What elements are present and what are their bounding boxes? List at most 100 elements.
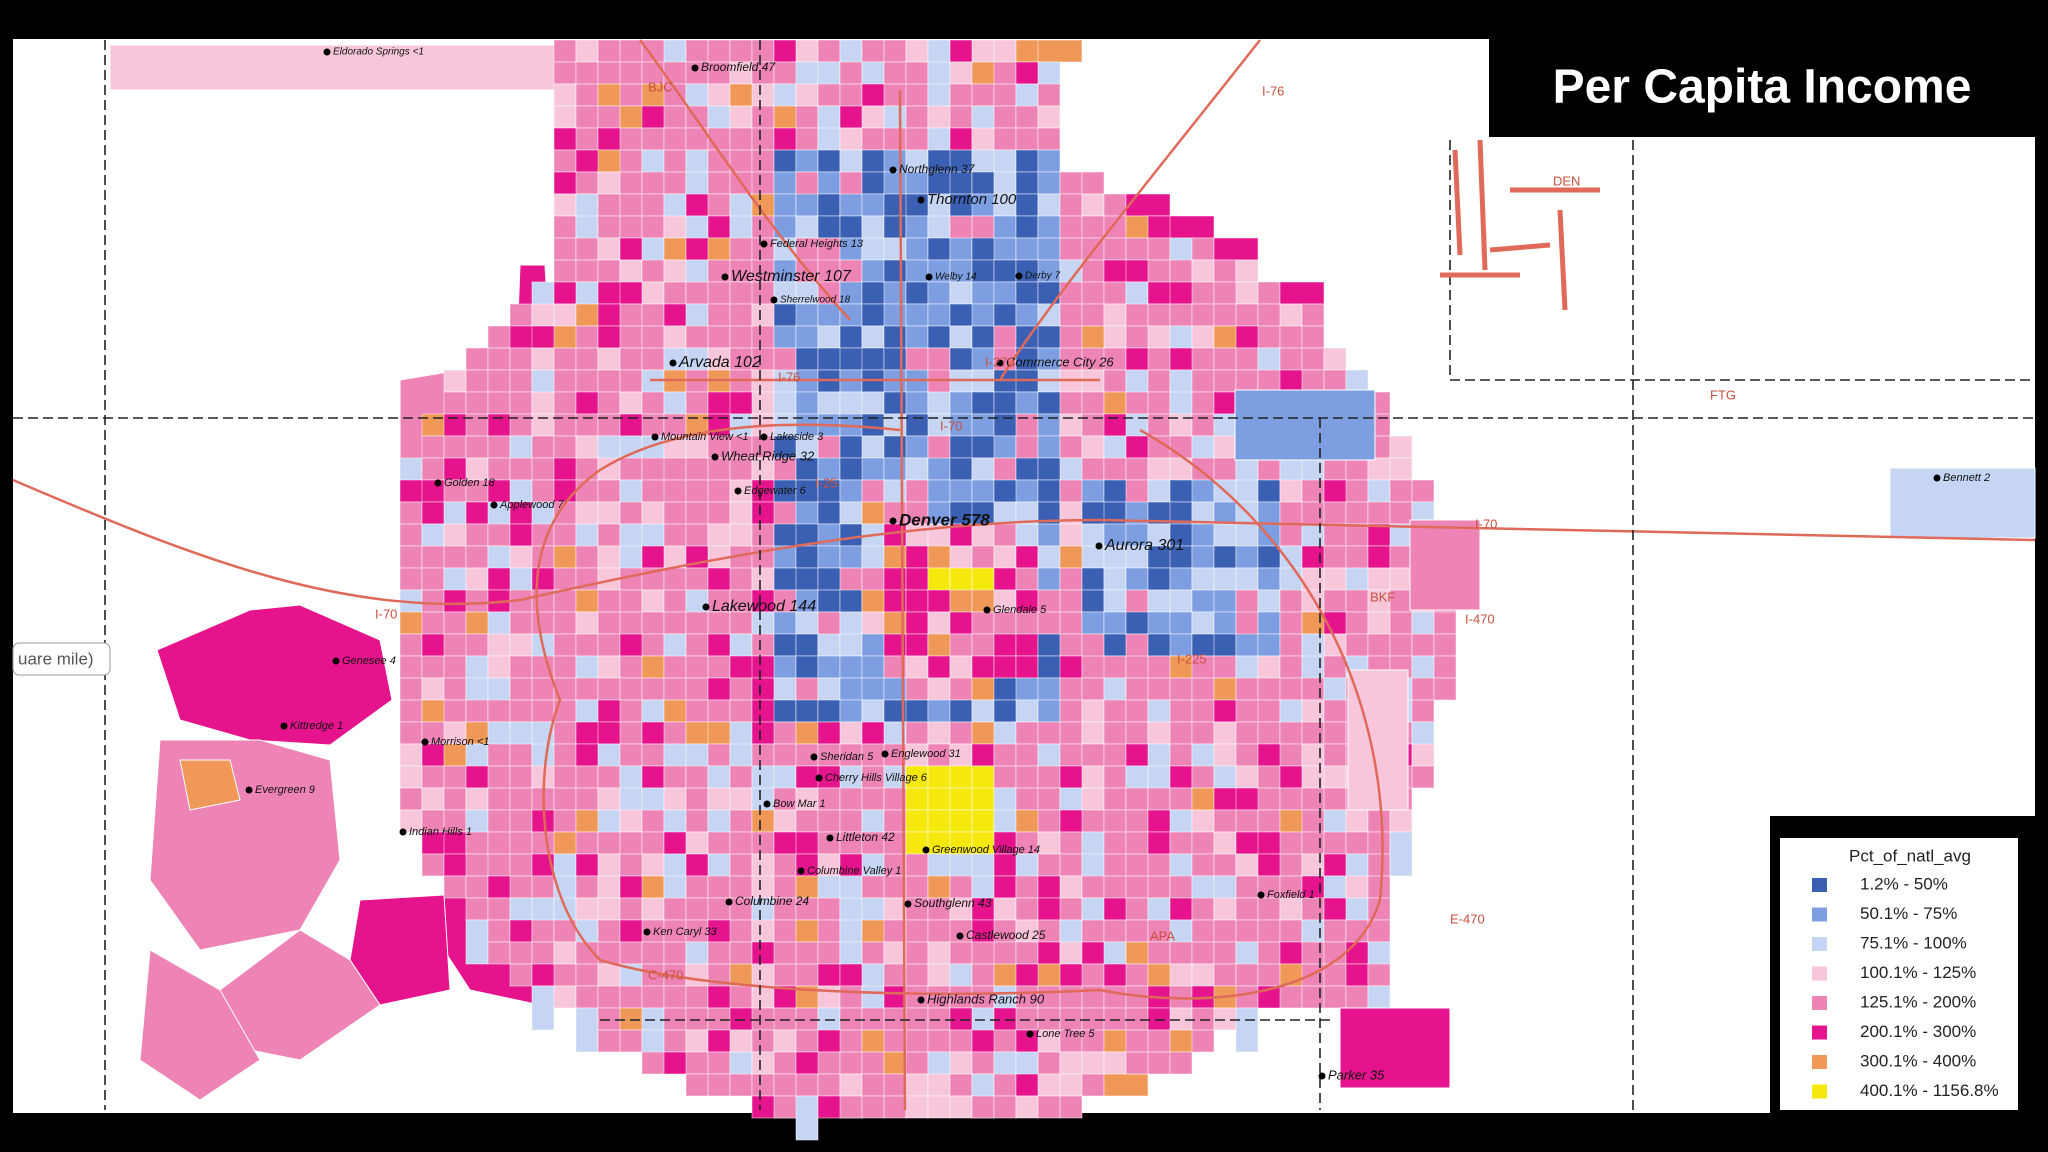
tract <box>1037 1095 1061 1119</box>
tract <box>773 809 797 833</box>
tract <box>509 677 533 701</box>
road-label: I-225 <box>1177 651 1207 666</box>
tract <box>1345 985 1369 1009</box>
tract <box>619 941 643 965</box>
tract <box>1037 677 1061 701</box>
tract <box>1103 721 1127 745</box>
tract <box>795 699 819 723</box>
tract <box>487 347 511 371</box>
legend-swatch <box>1812 996 1827 1010</box>
tract <box>1125 391 1149 415</box>
tract <box>861 787 885 811</box>
tract <box>795 215 819 239</box>
tract <box>949 611 973 635</box>
tract <box>1103 457 1127 481</box>
road-label: E-470 <box>1450 911 1485 926</box>
tract <box>531 457 555 481</box>
tract <box>1213 457 1237 481</box>
tract <box>1411 699 1435 723</box>
tract <box>817 545 841 569</box>
tract <box>1433 611 1457 635</box>
tract <box>509 457 533 481</box>
tract <box>663 1029 687 1053</box>
place-label: Littleton 42 <box>836 830 895 844</box>
tract <box>575 545 599 569</box>
tract <box>949 809 973 833</box>
tract <box>817 809 841 833</box>
tract <box>1059 567 1083 591</box>
tract <box>839 215 863 239</box>
tract <box>773 1051 797 1075</box>
tract <box>1081 963 1105 987</box>
tract <box>1147 567 1171 591</box>
tract <box>1015 655 1039 679</box>
tract <box>1213 303 1237 327</box>
tract <box>619 149 643 173</box>
tract <box>751 633 775 657</box>
tract <box>751 325 775 349</box>
tract <box>1015 875 1039 899</box>
tract <box>861 435 885 459</box>
legend-swatch <box>1812 907 1827 922</box>
tract <box>729 765 753 789</box>
tract <box>685 501 709 525</box>
runway <box>1452 149 1463 256</box>
tract <box>1235 259 1259 283</box>
tract <box>993 149 1017 173</box>
tract <box>509 875 533 899</box>
tract <box>1367 611 1391 635</box>
tract <box>795 655 819 679</box>
tract <box>949 875 973 899</box>
tract <box>707 1007 731 1031</box>
tract <box>685 963 709 987</box>
tract <box>597 655 621 679</box>
tract <box>1235 853 1259 877</box>
tract <box>597 105 621 129</box>
legend-swatch <box>1812 1025 1827 1040</box>
place-label: Welby 14 <box>935 272 977 283</box>
tract <box>1015 633 1039 657</box>
tract <box>1433 655 1457 679</box>
tract <box>1191 897 1215 921</box>
tract <box>1191 1007 1215 1031</box>
tract <box>861 1007 885 1031</box>
place-label: Applewood 7 <box>499 499 564 511</box>
tract <box>553 149 577 173</box>
place-label: Glendale 5 <box>993 604 1047 616</box>
tract <box>729 149 753 173</box>
tract <box>1059 831 1083 855</box>
tract <box>1037 809 1061 833</box>
tract <box>949 61 973 85</box>
tract <box>641 743 665 767</box>
tract <box>1191 963 1215 987</box>
tract <box>1037 127 1061 151</box>
tract <box>575 259 599 283</box>
tract <box>685 809 709 833</box>
tract <box>949 391 973 415</box>
tract <box>949 721 973 745</box>
place-label: Lakeside 3 <box>770 431 824 443</box>
tract <box>861 457 885 481</box>
tract <box>575 875 599 899</box>
tract <box>1191 479 1215 503</box>
tract <box>927 479 951 503</box>
tract <box>553 809 577 833</box>
tract <box>575 677 599 701</box>
tract <box>1037 171 1061 195</box>
place-label: Indian Hills 1 <box>409 826 472 838</box>
tract <box>1125 1007 1149 1031</box>
tract <box>729 105 753 129</box>
tract <box>949 765 973 789</box>
place-dot <box>702 603 710 611</box>
tract <box>1235 347 1259 371</box>
tract <box>1169 1007 1193 1031</box>
tract <box>531 699 555 723</box>
tract <box>619 61 643 85</box>
tract <box>421 853 445 877</box>
tract <box>1213 501 1237 525</box>
tract <box>861 325 885 349</box>
tract <box>1191 941 1215 965</box>
tract <box>1257 677 1281 701</box>
place-label: Southglenn 43 <box>914 896 992 910</box>
place-label: Castlewood 25 <box>966 928 1046 942</box>
